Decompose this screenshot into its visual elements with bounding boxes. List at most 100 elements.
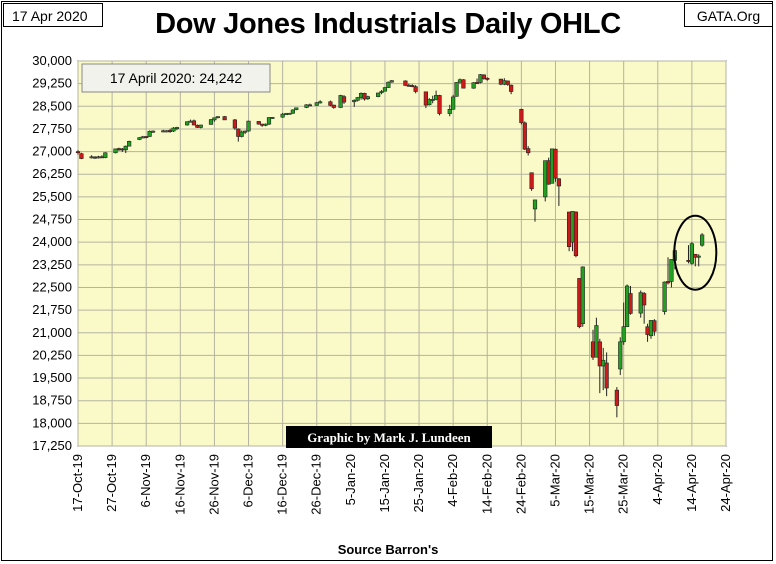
candle-body (624, 285, 630, 328)
y-tick-label: 27,000 (32, 144, 72, 159)
candle-body (601, 359, 606, 367)
candle (481, 74, 486, 80)
y-tick-label: 21,750 (32, 302, 72, 317)
candle-body (662, 281, 667, 312)
candle (700, 233, 705, 247)
candle (341, 95, 347, 104)
candle (232, 118, 237, 130)
y-tick-label: 24,750 (32, 212, 72, 227)
x-tick-label: 26-Dec-19 (309, 454, 324, 515)
candle (427, 98, 432, 106)
candle (379, 89, 384, 95)
candle (594, 317, 599, 358)
candle-body (693, 253, 698, 258)
y-tick-label: 27,750 (32, 121, 72, 136)
candle-body (509, 84, 514, 92)
candle (471, 82, 476, 89)
candle (447, 104, 452, 117)
x-tick-label: 25-Mar-20 (616, 454, 631, 514)
candle-body (195, 125, 200, 128)
candle-body (103, 152, 108, 158)
candle (382, 86, 388, 92)
candle-body (331, 104, 336, 108)
candle (478, 73, 483, 84)
candle-body (430, 99, 435, 101)
y-axis-ticks: 30,000 29,250 28,500 27,750 27,000 26,250 25,5… (32, 53, 72, 453)
candle-body (485, 77, 490, 80)
candle (529, 172, 534, 191)
candle-body (519, 109, 524, 123)
candle-body (239, 131, 244, 137)
credit-box-frame (286, 426, 492, 448)
candle (266, 117, 272, 126)
candle (423, 91, 428, 109)
candle (413, 85, 418, 94)
candle (198, 124, 203, 129)
candle-body (260, 123, 265, 126)
x-tick-label: 6-Dec-19 (241, 454, 256, 507)
candle-body (338, 95, 343, 108)
y-tick-label: 26,250 (32, 166, 72, 181)
candle-body (120, 148, 125, 151)
candle (386, 81, 391, 88)
candle (604, 352, 609, 397)
candle-body (137, 137, 142, 140)
candle-body (365, 96, 370, 100)
candle-body (167, 130, 173, 132)
candle-body (478, 74, 483, 83)
candle-body (447, 109, 452, 114)
candle (215, 116, 220, 119)
candle-series (75, 73, 705, 418)
candle-body (696, 255, 701, 258)
x-tick-label: 15-Mar-20 (582, 454, 597, 514)
candle-body (89, 156, 94, 159)
candle (164, 130, 169, 133)
candle (362, 92, 367, 101)
candle (543, 160, 548, 202)
candle (212, 117, 217, 122)
x-tick-label: 27-Oct-19 (104, 454, 119, 512)
source-label: Source Barron's (337, 542, 439, 557)
candle-body (604, 362, 609, 389)
x-tick-label: 5-Jan-20 (343, 454, 358, 505)
candle-body (543, 160, 548, 198)
y-tick-label: 18,750 (32, 393, 72, 408)
candle-body (628, 293, 633, 314)
candle (403, 80, 408, 86)
candle (430, 95, 435, 104)
candle-body (474, 82, 480, 84)
candle (648, 320, 654, 339)
x-tick-label: 16-Nov-19 (172, 454, 187, 515)
candle-body (280, 113, 285, 118)
candle (150, 130, 156, 133)
candle-body (75, 151, 81, 154)
candle-body (188, 120, 193, 123)
candle-body (570, 211, 575, 243)
candle-body (198, 124, 203, 128)
candle-body (614, 389, 619, 406)
candle-body (287, 112, 292, 115)
brand-label: GATA.Org (684, 3, 773, 27)
y-tick-label: 30,000 (32, 53, 72, 68)
candle-body (642, 293, 647, 306)
candle (243, 130, 248, 135)
candle (75, 150, 81, 155)
candle (498, 78, 504, 86)
candle-body (215, 116, 220, 119)
x-tick-label: 24-Feb-20 (513, 454, 528, 514)
candle-body (185, 121, 190, 126)
candle (454, 82, 459, 97)
candle-body (99, 156, 104, 159)
credit-text: Graphic by Mark J. Lundeen (307, 430, 471, 445)
candle (123, 145, 128, 154)
candle-body (389, 80, 394, 83)
candle-body (355, 97, 360, 101)
candle (451, 94, 456, 110)
candle (618, 337, 623, 376)
x-tick-label: 14-Apr-20 (684, 454, 699, 512)
candle-body (454, 82, 459, 97)
candle-body (594, 325, 599, 358)
candle-body (362, 93, 367, 100)
candle-body (191, 120, 197, 126)
